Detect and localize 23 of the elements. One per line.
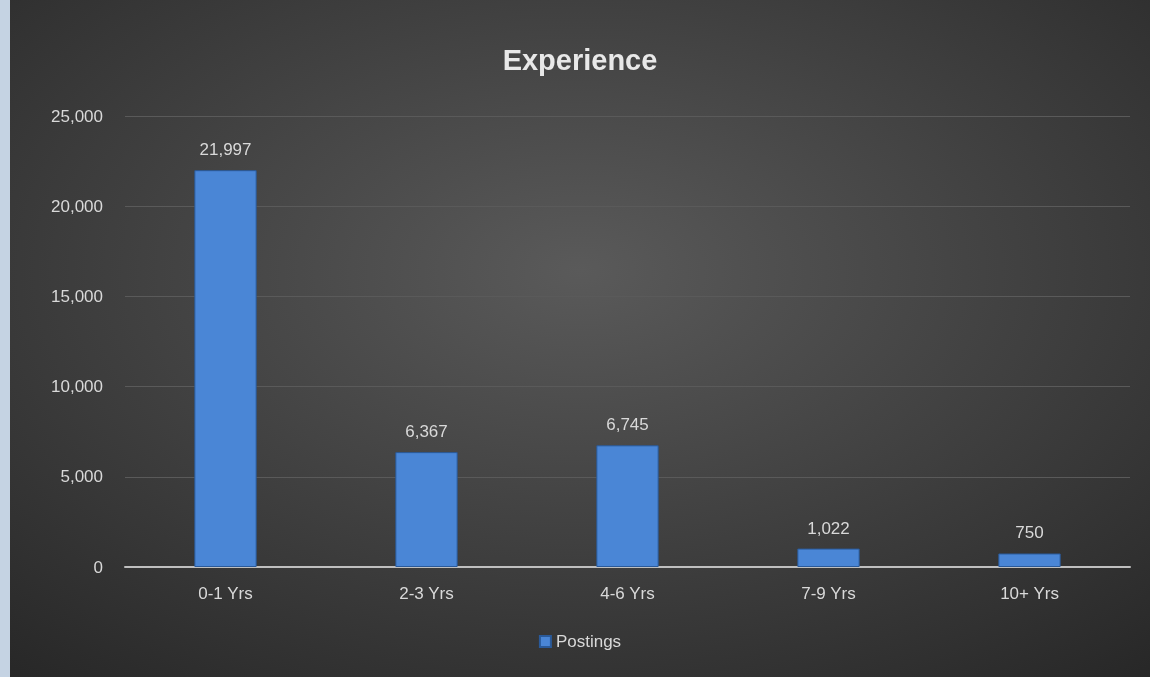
y-tick-label: 15,000: [51, 286, 103, 306]
x-tick-label: 0-1 Yrs: [198, 584, 253, 603]
bar: [395, 452, 458, 567]
y-tick-label: 10,000: [51, 377, 103, 397]
x-tick-label: 2-3 Yrs: [399, 584, 454, 603]
x-tick-label: 7-9 Yrs: [801, 584, 856, 603]
chart-title: Experience: [502, 43, 658, 76]
data-label: 6,367: [405, 422, 448, 442]
y-tick-label: 0: [93, 557, 103, 577]
y-tick-label: 20,000: [51, 196, 103, 216]
y-tick-label: 5,000: [60, 467, 103, 487]
bar: [797, 548, 860, 567]
data-label: 21,997: [199, 140, 252, 160]
x-tick-label: 10+ Yrs: [1000, 584, 1059, 603]
bar: [998, 553, 1061, 567]
bar: [596, 445, 659, 567]
x-tick-label: 4-6 Yrs: [600, 584, 655, 603]
data-label: 1,022: [807, 518, 850, 538]
bar: [194, 170, 257, 567]
data-label: 6,745: [606, 415, 649, 435]
data-label: 750: [1015, 523, 1044, 543]
y-tick-label: 25,000: [51, 106, 103, 126]
legend-label: Postings: [555, 632, 622, 651]
